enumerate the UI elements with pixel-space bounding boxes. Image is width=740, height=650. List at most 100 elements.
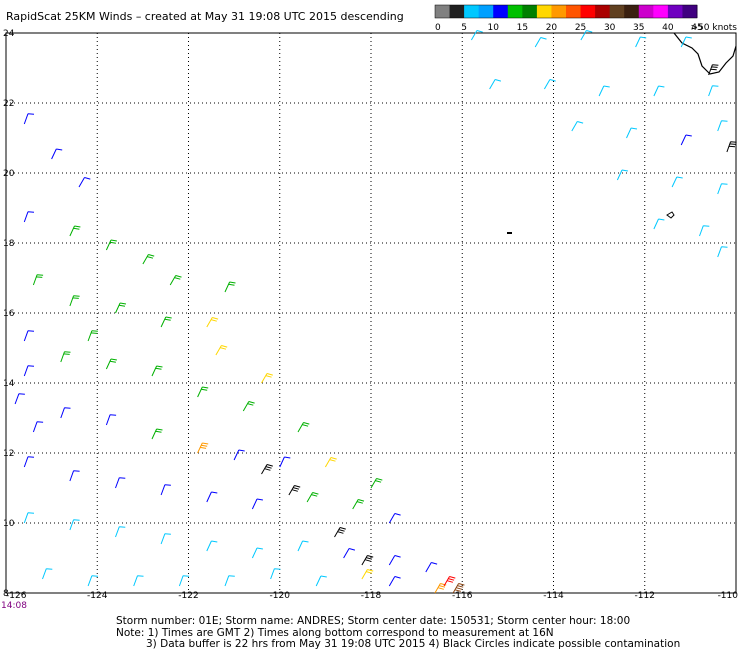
- legend-label: 25: [575, 23, 586, 33]
- legend-label: 20: [546, 23, 558, 33]
- wind-barb: [680, 36, 692, 48]
- wind-barb: [616, 169, 628, 181]
- wind-barb: [334, 527, 346, 538]
- x-tick-label: -126: [6, 591, 27, 601]
- wind-barb: [206, 317, 219, 328]
- wind-barb: [571, 121, 584, 132]
- map-frame: [5, 32, 737, 594]
- wind-barb: [534, 37, 547, 48]
- wind-barb: [160, 316, 172, 328]
- wind-barb: [51, 148, 63, 160]
- legend-border: [434, 4, 698, 19]
- wind-barb: [251, 498, 263, 510]
- wind-barb: [206, 540, 218, 552]
- wind-barb: [653, 85, 665, 97]
- legend-swatch: [624, 5, 640, 18]
- wind-barb: [169, 275, 182, 286]
- wind-barb: [452, 583, 465, 594]
- wind-barb: [32, 421, 44, 433]
- legend-label: 45: [691, 23, 702, 33]
- wind-barb: [324, 457, 337, 468]
- legend-swatch: [682, 5, 698, 18]
- legend-swatch: [566, 5, 582, 18]
- legend-swatch: [449, 5, 465, 18]
- wind-barb: [23, 330, 35, 342]
- speed-legend: 0 5 10 15 20 25 30 35 40 45>50 knots: [434, 4, 737, 33]
- wind-barb: [279, 456, 291, 468]
- legend-swatch: [536, 5, 552, 18]
- y-tick-label: 14: [3, 379, 15, 389]
- wind-barb: [626, 127, 638, 139]
- wind-barb: [297, 540, 309, 552]
- coastline-baja: [507, 32, 737, 234]
- wind-barb: [251, 547, 263, 559]
- wind-barb: [87, 330, 98, 342]
- legend-swatch: [595, 5, 611, 18]
- y-tick-label: 12: [3, 449, 14, 459]
- wind-barb: [215, 345, 228, 356]
- wind-barb: [680, 134, 692, 146]
- wind-barb: [261, 464, 273, 475]
- wind-barb: [224, 281, 236, 293]
- x-tick-label: -110: [718, 591, 739, 601]
- wind-barb: [388, 576, 401, 587]
- wind-barb: [60, 351, 71, 363]
- wind-barb: [717, 183, 728, 195]
- wind-barb: [23, 512, 35, 524]
- legend-label: 0: [435, 23, 441, 33]
- y-tick-label: 24: [3, 29, 15, 39]
- wind-barb: [60, 407, 71, 419]
- wind-barb: [580, 30, 593, 41]
- x-tick-label: -114: [543, 591, 564, 601]
- x-tick-labels: -126 -124 -122 -120 -118 -116 -114 -112 -110: [6, 591, 738, 601]
- y-tick-labels: 24 22 20 18 16 14 12 10 8: [3, 29, 15, 599]
- wind-barb: [151, 428, 163, 440]
- wind-barb: [699, 225, 710, 237]
- x-tick-label: -122: [178, 591, 198, 601]
- wind-barb: [242, 401, 255, 412]
- wind-barbs: [14, 30, 737, 594]
- wind-barb: [69, 225, 81, 237]
- y-tick-label: 8: [3, 589, 9, 599]
- y-tick-label: 16: [3, 309, 15, 319]
- legend-label: 10: [487, 23, 499, 33]
- x-tick-label: -112: [635, 591, 655, 601]
- wind-barb: [543, 79, 556, 90]
- wind-barb: [160, 533, 171, 545]
- wind-barb: [115, 477, 126, 489]
- legend-swatch: [435, 5, 451, 18]
- footer-note-1: Note: 1) Times are GMT 2) Times along bo…: [116, 627, 554, 639]
- wind-barb: [288, 485, 301, 496]
- wind-barb: [708, 64, 719, 76]
- x-tick-label: -118: [361, 591, 382, 601]
- wind-barb: [635, 36, 647, 48]
- wind-barb: [142, 254, 155, 265]
- y-tick-label: 20: [3, 169, 15, 179]
- wind-barb: [726, 141, 737, 153]
- wind-barb: [489, 79, 502, 90]
- wind-barb: [14, 393, 25, 405]
- legend-swatch: [551, 5, 567, 18]
- legend-label: 30: [604, 23, 616, 33]
- legend-swatch: [580, 5, 596, 18]
- wind-barb: [717, 120, 728, 132]
- wind-barb: [23, 211, 35, 223]
- wind-barb: [160, 484, 171, 496]
- wind-barb: [270, 568, 281, 580]
- legend-swatch: [507, 5, 523, 18]
- y-tick-label: 10: [3, 519, 15, 529]
- wind-barb: [178, 575, 190, 587]
- wind-barb: [23, 113, 35, 125]
- baja-coastline: [673, 32, 737, 75]
- footer-storm-info: Storm number: 01E; Storm name: ANDRES; S…: [116, 615, 631, 627]
- legend-swatch: [653, 5, 669, 18]
- wind-barb: [434, 583, 447, 594]
- wind-barb: [306, 492, 319, 503]
- y-tick-label: 22: [3, 99, 14, 109]
- wind-barb: [370, 478, 383, 489]
- chart-title: RapidScat 25KM Winds – created at May 31…: [6, 10, 404, 23]
- x-tick-label: -124: [87, 591, 108, 601]
- legend-swatch: [478, 5, 494, 18]
- wind-barb: [42, 568, 53, 580]
- wind-barb: [133, 575, 144, 587]
